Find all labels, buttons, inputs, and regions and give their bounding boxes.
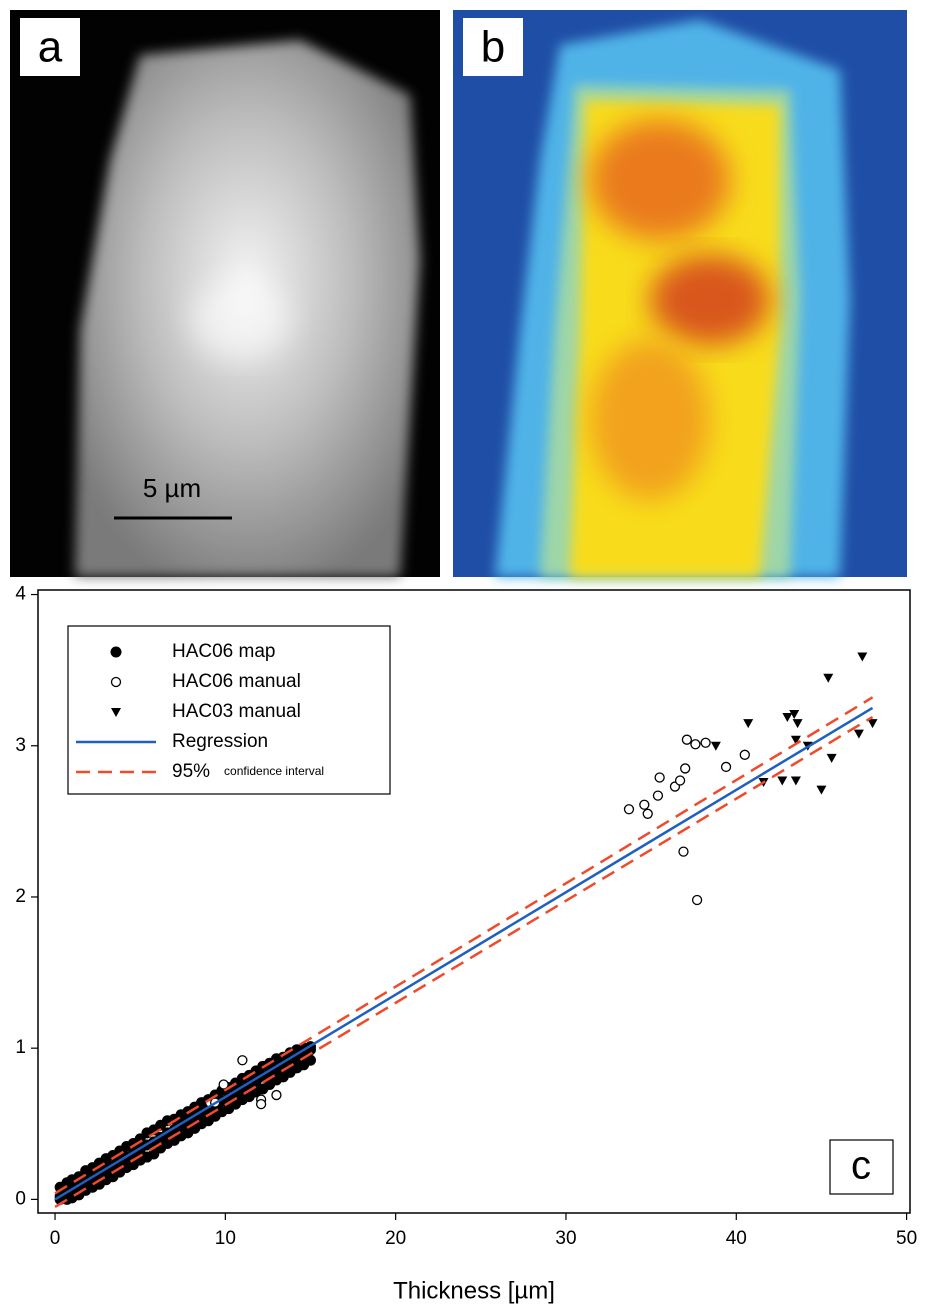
- legend-label: HAC06 manual: [172, 671, 301, 692]
- warm-region: [590, 340, 710, 500]
- legend-label: HAC03 manual: [172, 701, 301, 722]
- hot-spot: [650, 255, 770, 345]
- hot-spot: [590, 120, 730, 240]
- legend-label: 95%: [172, 761, 210, 782]
- point: [679, 847, 688, 856]
- legend-label: Regression: [172, 731, 268, 752]
- point: [655, 773, 664, 782]
- x-tick-label: 40: [726, 1228, 747, 1249]
- point: [777, 777, 787, 786]
- point: [272, 1091, 281, 1100]
- legend-note: confidence interval: [224, 764, 324, 778]
- y-tick-label: 4: [15, 584, 26, 605]
- y-tick-label: 1: [15, 1037, 26, 1058]
- point: [743, 719, 753, 728]
- point: [643, 809, 652, 818]
- panel-b: b: [453, 10, 907, 577]
- x-tick-label: 50: [896, 1228, 917, 1249]
- point: [653, 791, 662, 800]
- point: [624, 805, 633, 814]
- point: [691, 740, 700, 749]
- highlight: [190, 280, 290, 360]
- x-tick-label: 30: [555, 1228, 576, 1249]
- y-tick-label: 0: [15, 1188, 26, 1209]
- legend-marker: [112, 678, 121, 687]
- point: [682, 735, 691, 744]
- y-tick-label: 2: [15, 886, 26, 907]
- point: [219, 1080, 228, 1089]
- legend-marker: [111, 647, 122, 658]
- panel-label: a: [38, 23, 63, 72]
- x-axis-label: Thickness [µm]: [393, 1277, 555, 1304]
- figure: a 5 µm b 0 10 20 30 40 50 0 1 2 3 4 HAC06 map HAC06…: [0, 0, 926, 1310]
- point: [640, 800, 649, 809]
- point: [722, 762, 731, 771]
- point: [701, 738, 710, 747]
- point: [257, 1100, 266, 1109]
- point: [816, 786, 826, 795]
- legend-label: HAC06 map: [172, 641, 276, 662]
- scale-label: 5 µm: [143, 473, 201, 503]
- point: [711, 742, 721, 751]
- point: [681, 764, 690, 773]
- point: [827, 754, 837, 763]
- point: [693, 895, 702, 904]
- point: [791, 777, 801, 786]
- point: [782, 713, 792, 722]
- panel-label: b: [481, 23, 505, 72]
- point: [854, 730, 864, 739]
- point: [793, 719, 803, 728]
- point: [857, 653, 867, 662]
- point: [740, 750, 749, 759]
- x-tick-label: 10: [215, 1228, 236, 1249]
- panel-a: a 5 µm: [10, 10, 440, 577]
- x-tick-label: 20: [385, 1228, 406, 1249]
- point: [823, 674, 833, 683]
- panel-label: c: [851, 1144, 871, 1188]
- x-tick-label: 0: [50, 1228, 61, 1249]
- point: [238, 1056, 247, 1065]
- y-tick-label: 3: [15, 735, 26, 756]
- point: [676, 776, 685, 785]
- page: a 5 µm b 0 10 20 30 40 50 0 1 2 3 4 HAC06 map HAC06…: [0, 0, 926, 1310]
